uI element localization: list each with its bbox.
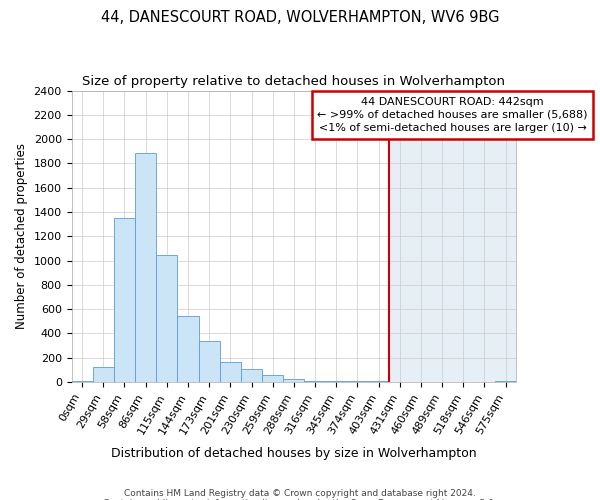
Title: Size of property relative to detached houses in Wolverhampton: Size of property relative to detached ho… [82,75,505,88]
Bar [241,370,262,382]
Bar [178,316,199,382]
Bar [283,379,304,382]
Y-axis label: Number of detached properties: Number of detached properties [15,144,28,330]
Text: 44, DANESCOURT ROAD, WOLVERHAMPTON, WV6 9BG: 44, DANESCOURT ROAD, WOLVERHAMPTON, WV6 … [101,10,499,25]
Text: 44 DANESCOURT ROAD: 442sqm
← >99% of detached houses are smaller (5,688)
<1% of : 44 DANESCOURT ROAD: 442sqm ← >99% of det… [317,96,588,133]
Bar [326,381,347,382]
X-axis label: Distribution of detached houses by size in Wolverhampton: Distribution of detached houses by size … [111,447,476,460]
Bar [389,90,516,382]
Text: Contains HM Land Registry data © Crown copyright and database right 2024.: Contains HM Land Registry data © Crown c… [124,488,476,498]
Bar [135,152,156,382]
Bar [199,341,220,382]
Bar [262,376,283,382]
Bar [304,381,326,382]
Bar [93,367,114,382]
Text: Contains public sector information licensed under the Open Government Licence v3: Contains public sector information licen… [103,498,497,500]
Bar [220,362,241,382]
Bar [114,218,135,382]
Bar [156,255,178,382]
